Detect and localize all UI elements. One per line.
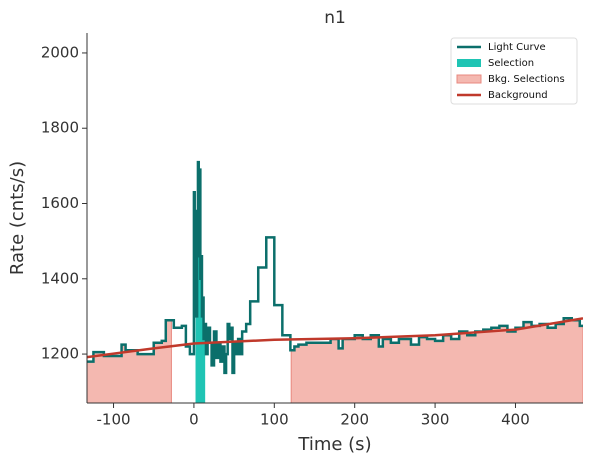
x-tick-label: 0 <box>189 411 199 429</box>
y-axis-label: Rate (cnts/s) <box>7 161 28 275</box>
legend: Light Curve Selection Bkg. Selections Backg… <box>450 37 578 105</box>
y-tick-label: 1800 <box>41 119 79 137</box>
x-axis-label: Time (s) <box>297 434 371 455</box>
plot-area <box>87 160 583 403</box>
x-tick-label: -100 <box>97 411 131 429</box>
x-tick-label: 400 <box>501 411 530 429</box>
legend-label: Bkg. Selections <box>488 74 565 85</box>
x-tick-label: 200 <box>340 411 369 429</box>
background-line <box>87 317 583 359</box>
legend-swatch <box>456 74 482 84</box>
legend-swatch <box>457 59 481 67</box>
y-tick-label: 1600 <box>41 194 79 212</box>
legend-box <box>450 37 578 105</box>
y-tick-label: 1400 <box>41 269 79 287</box>
y-tick-label: 2000 <box>41 43 79 61</box>
x-tick-label: 100 <box>260 411 289 429</box>
legend-label: Light Curve <box>488 42 546 53</box>
bkg-selection <box>87 319 172 403</box>
x-tick-label: 300 <box>421 411 450 429</box>
bkg-selection <box>290 317 583 403</box>
chart-title: n1 <box>324 8 346 28</box>
light-curve <box>87 160 583 375</box>
y-tick-label: 1200 <box>41 345 79 363</box>
legend-label: Selection <box>488 58 534 69</box>
legend-label: Background <box>488 90 548 101</box>
